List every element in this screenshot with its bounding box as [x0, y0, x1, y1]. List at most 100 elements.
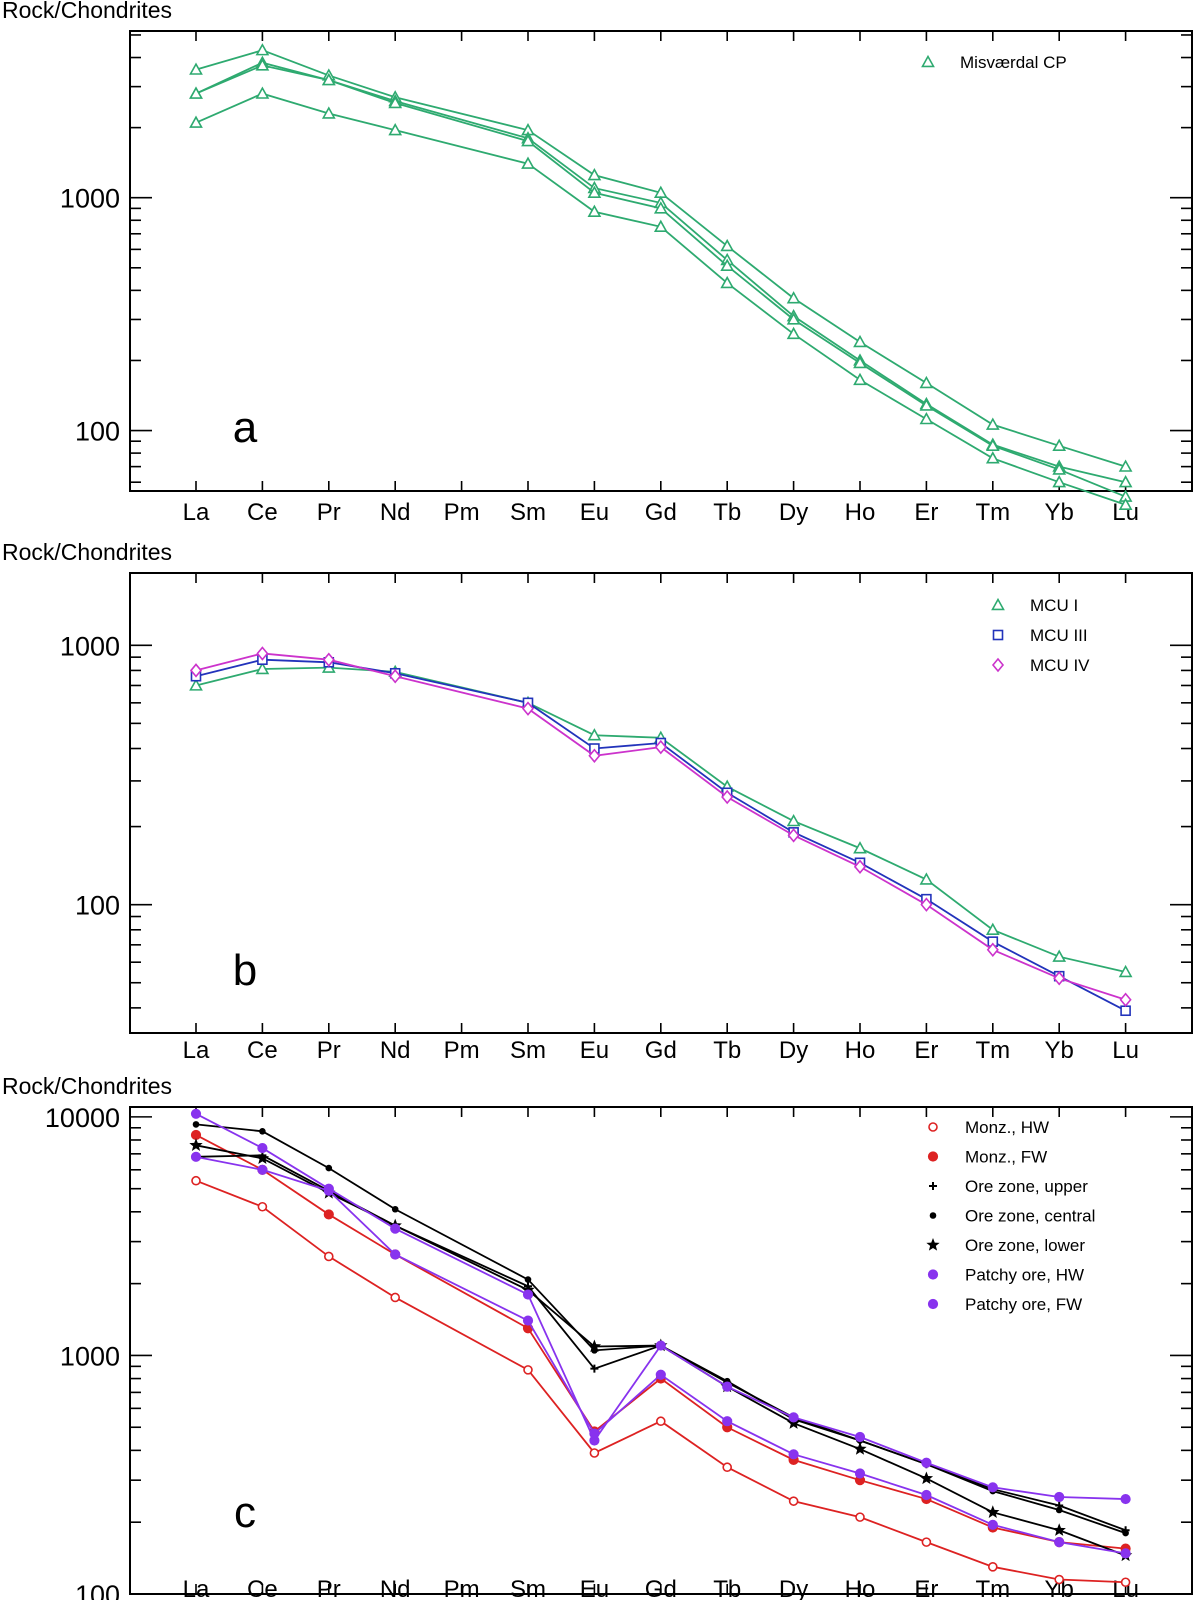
data-point-c-6: [987, 1482, 998, 1493]
x-tick-label-a: Pm: [444, 499, 480, 526]
data-point-c-7: [655, 1369, 666, 1380]
data-point-c-6: [722, 1381, 733, 1392]
legend-entry-c: Ore zone, central: [929, 1207, 1095, 1226]
x-tick-label-c: Tm: [975, 1576, 1010, 1600]
data-point-c-6: [921, 1457, 932, 1468]
legend-label-b: MCU III: [1030, 626, 1088, 645]
y-tick-label-b: 1000: [60, 631, 120, 661]
data-point-c-1: [523, 1365, 533, 1375]
ylabel-a: Rock/Chondrites: [2, 0, 172, 23]
chart-panel-c: Rock/Chondrites 100 1000 10000 La Ce Pr Nd Pm Sm E…: [2, 1073, 1193, 1600]
series-line-c-2: [195, 1134, 1126, 1550]
data-point-b-3: [654, 739, 667, 755]
data-point-a-1: [255, 43, 270, 56]
legend-label-b: MCU I: [1030, 596, 1078, 615]
ylabel-b: Rock/Chondrites: [2, 539, 172, 565]
x-tick-label-c: Ho: [845, 1576, 876, 1600]
legend-marker-b: [991, 597, 1005, 611]
series-line-b-3: [195, 652, 1126, 1001]
series-a-4: [189, 86, 1133, 510]
data-point-b-3: [389, 668, 402, 684]
legend-marker-c: [927, 1298, 939, 1310]
legend-marker-c: [927, 1151, 939, 1162]
data-point-c-1: [722, 1462, 733, 1473]
data-point-c-7: [1120, 1548, 1131, 1559]
data-point-a-4: [189, 115, 203, 128]
y-tick-label-c: 10000: [45, 1103, 120, 1133]
data-point-c-6: [788, 1412, 799, 1423]
data-point-a-4: [653, 219, 668, 232]
x-tick-label-b: Pr: [317, 1037, 341, 1064]
data-point-c-6: [1120, 1493, 1131, 1505]
data-point-a-1: [985, 417, 1000, 430]
x-tick-label-c: Gd: [645, 1576, 677, 1600]
data-point-a-4: [255, 86, 270, 99]
data-point-c-3: [590, 1364, 599, 1373]
data-point-c-5: [1052, 1523, 1066, 1536]
data-point-a-1: [1052, 438, 1067, 452]
data-point-c-5: [853, 1442, 867, 1455]
data-point-a-4: [587, 204, 602, 217]
x-tick-label-b: Sm: [510, 1037, 546, 1064]
legend-entry-c: Patchy ore, FW: [927, 1295, 1082, 1314]
x-tick-label-c: Tb: [713, 1576, 741, 1600]
x-tick-label-a: Gd: [645, 499, 677, 526]
plot-frame-a: [129, 30, 1193, 492]
data-point-c-7: [921, 1489, 932, 1501]
data-point-c-6: [522, 1289, 534, 1300]
x-tick-label-a: Nd: [380, 499, 411, 526]
legend-entry-c: Ore zone, upper: [929, 1177, 1088, 1196]
panel-label-a: a: [233, 403, 258, 452]
data-point-a-1: [1118, 459, 1133, 472]
data-point-a-3: [388, 95, 403, 109]
data-point-c-6: [854, 1431, 866, 1443]
x-tick-label-b: Er: [914, 1037, 938, 1064]
data-point-a-4: [1118, 497, 1133, 510]
x-tick-label-a: Ce: [247, 499, 278, 526]
x-tick-label-b: Dy: [779, 1037, 808, 1064]
x-tick-label-a: Eu: [580, 499, 609, 526]
data-point-a-4: [853, 372, 867, 386]
ylabel-c: Rock/Chondrites: [2, 1073, 172, 1099]
x-tick-label-b: Ho: [845, 1037, 876, 1064]
data-point-a-4: [1052, 475, 1067, 488]
legend-entry-c: Patchy ore, HW: [927, 1266, 1084, 1285]
series-line-a-4: [195, 92, 1126, 506]
data-point-a-4: [919, 411, 934, 425]
data-point-c-6: [390, 1223, 401, 1234]
legend-marker-c: [929, 1182, 937, 1190]
data-point-a-1: [786, 291, 801, 304]
series-a-3: [189, 58, 1133, 502]
data-point-c-6: [655, 1340, 666, 1351]
y-tick-label-a: 100: [75, 417, 120, 447]
legend-marker-b: [992, 629, 1004, 641]
legend-label-c: Patchy ore, HW: [965, 1266, 1084, 1285]
x-tick-label-a: Tb: [713, 499, 741, 526]
series-line-a-2: [195, 61, 1126, 484]
panel-label-c: c: [234, 1488, 256, 1537]
x-tick-label-a: Dy: [779, 499, 808, 526]
series-c-6: [190, 1108, 1131, 1505]
data-point-b-3: [920, 897, 933, 912]
data-point-c-7: [1054, 1537, 1065, 1548]
data-point-b-3: [1053, 971, 1066, 986]
x-tick-label-b: Tb: [713, 1037, 741, 1064]
data-point-b-3: [521, 701, 535, 716]
x-tick-label-c: Pr: [317, 1576, 341, 1600]
series-line-c-4: [195, 1123, 1126, 1534]
data-point-a-1: [587, 168, 602, 181]
x-tick-label-b: Pm: [444, 1037, 480, 1064]
data-point-a-4: [985, 451, 1000, 464]
x-tick-label-b: Ce: [247, 1037, 278, 1064]
data-point-c-7: [522, 1315, 534, 1326]
legend-entry-c: Monz., HW: [928, 1118, 1049, 1137]
x-tick-label-b: Eu: [580, 1037, 609, 1064]
data-point-c-1: [788, 1496, 799, 1506]
data-point-a-3: [919, 398, 934, 411]
legend-label-c: Monz., HW: [965, 1118, 1049, 1137]
data-point-b-1: [985, 922, 1000, 935]
x-tick-label-c: Eu: [580, 1576, 609, 1600]
y-tick-label-c: 100: [75, 1580, 120, 1600]
data-point-a-1: [189, 62, 203, 75]
